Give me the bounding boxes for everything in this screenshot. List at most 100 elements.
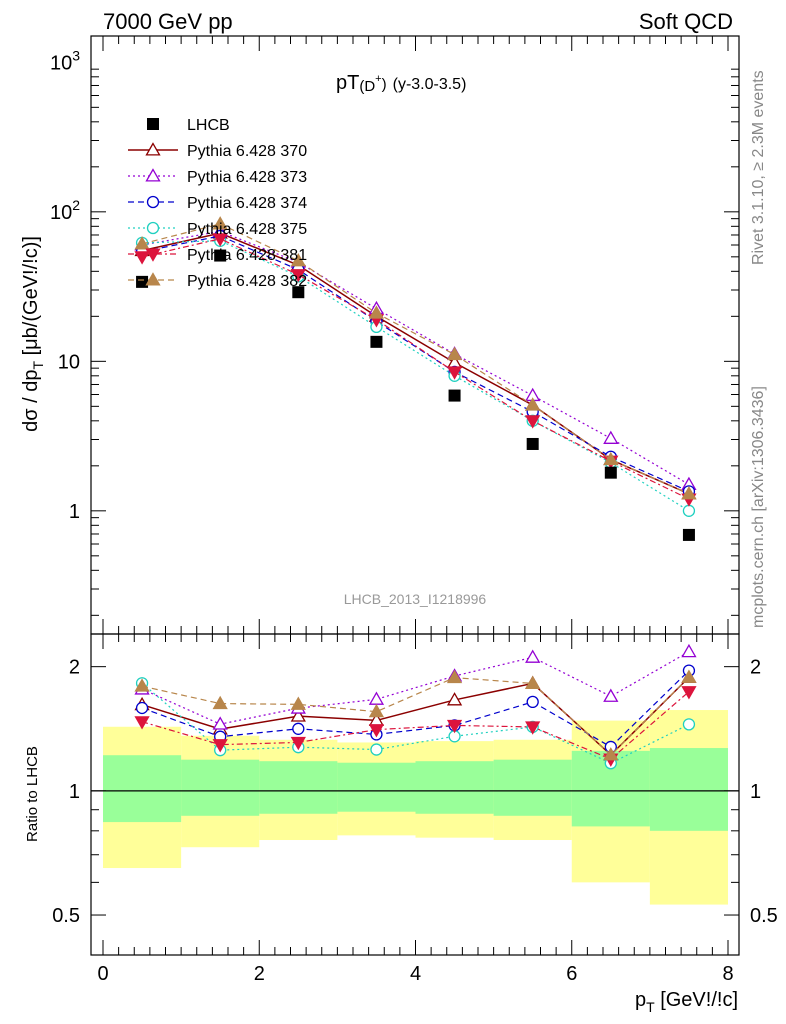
series-ratio-2: [134, 643, 697, 730]
legend-label: LHCB: [187, 117, 230, 134]
series-point: [368, 305, 385, 319]
legend-marker: [145, 142, 161, 156]
legend-label: Pythia 6.428 374: [187, 195, 307, 212]
main-plot-content: [134, 216, 697, 541]
ratio-point: [682, 718, 696, 731]
plot-title-range: (y-3.0-3.5): [393, 76, 467, 93]
analysis-label: LHCB_2013_I1218996: [344, 591, 487, 607]
ratio-line: [141, 676, 690, 756]
x-tick-label: 0: [97, 963, 108, 985]
ratio-point: [525, 675, 541, 689]
ratio-point: [368, 703, 385, 718]
ratio-point: [134, 716, 150, 730]
ratio-plot-content: [91, 643, 739, 905]
series-point: [446, 346, 463, 361]
series-point: [525, 397, 541, 411]
band-inner-bin: [415, 761, 494, 814]
ratio-point: [446, 669, 463, 684]
x-tick-label: 6: [566, 963, 577, 985]
y-tick-label: 1: [69, 501, 80, 523]
series-line: [141, 238, 690, 500]
plot-title-close: ): [382, 76, 387, 93]
ratio-tick-label: 1: [69, 781, 80, 803]
ratio-line: [141, 676, 690, 756]
main-y-axis-label-pre: dσ / dp: [20, 370, 42, 432]
ratio-tick-label-right: 2: [750, 657, 761, 679]
legend-entry: Pythia 6.428 373: [128, 168, 307, 186]
rivet-version-label: Rivet 3.1.10, ≥ 2.3M events: [750, 70, 767, 265]
band-inner-bin: [259, 761, 338, 814]
ratio-point: [603, 747, 619, 761]
ratio-point: [290, 736, 306, 751]
series-point: [603, 451, 619, 466]
legend-label: Pythia 6.428 375: [187, 221, 307, 238]
series-point: [603, 430, 619, 444]
ratio-y-axis-label: Ratio to LHCB: [24, 746, 41, 842]
band-inner-bin: [493, 759, 572, 816]
series-point: [682, 504, 696, 517]
ratio-line: [141, 670, 690, 748]
band-inner-bin: [649, 748, 728, 831]
plot-title-sub: (D: [359, 78, 375, 95]
legend-entry: Pythia 6.428 382: [128, 272, 307, 290]
x-axis-label: pT [GeV!/!c]: [635, 989, 738, 1015]
ratio-line: [141, 651, 690, 725]
ratio-point: [135, 701, 149, 715]
data-point: [448, 389, 461, 402]
x-axis-label-rest: [GeV!/!c]: [655, 989, 738, 1011]
series-line: [141, 223, 690, 495]
x-tick-label: 2: [254, 963, 265, 985]
ratio-point: [681, 643, 697, 658]
header-left-label: 7000 GeV pp: [103, 9, 233, 34]
ratio-tick-label: 0.5: [52, 905, 80, 927]
x-tick-label: 8: [722, 963, 733, 985]
y-tick-label: 10: [58, 351, 80, 373]
x-axis: 0 2 4 6 8: [97, 36, 734, 985]
series-point: [212, 216, 228, 230]
main-y-axis-label: dσ / dpT [μb/(GeV!/!c)]: [20, 236, 46, 432]
main-y-axis: 1 10 102 103: [50, 47, 739, 616]
legend-entry: Pythia 6.428 374: [128, 195, 307, 212]
header-right-label: Soft QCD: [639, 9, 733, 34]
ratio-point: [290, 708, 306, 722]
ratio-point: [446, 719, 463, 734]
ratio-point: [290, 696, 306, 710]
x-axis-label-sub: T: [646, 999, 655, 1015]
legend-marker: [146, 221, 160, 235]
y-tick-label: 103: [50, 47, 80, 74]
main-y-axis-label-sub: T: [30, 361, 46, 370]
ratio-point: [603, 688, 619, 702]
ratio-tick-label-right: 0.5: [750, 905, 778, 927]
ratio-line: [141, 682, 690, 764]
main-panel: 1 10 102 103 pT(D+) (y-3.0-3.5) LHCB_2013_I1…: [20, 35, 740, 635]
plot-title: pT(D+) (y-3.0-3.5): [336, 72, 466, 95]
band-inner-bin: [337, 762, 416, 812]
legend-entry: Pythia 6.428 381: [128, 247, 307, 264]
ratio-tick-label: 2: [69, 657, 80, 679]
legend-marker: [145, 168, 161, 182]
legend-label: Pythia 6.428 373: [187, 169, 307, 186]
legend-label: Pythia 6.428 370: [187, 143, 307, 160]
series-line: [141, 230, 690, 486]
mcplots-reference-label: mcplots.cern.ch [arXiv:1306.3436]: [750, 386, 767, 628]
series-point: [212, 233, 228, 247]
series-main-2: [134, 223, 697, 491]
x-tick-label: 4: [410, 963, 421, 985]
main-y-axis-label-post: [μb/(GeV!/!c)]: [20, 236, 42, 361]
ratio-tick-label-right: 1: [750, 781, 761, 803]
ratio-point: [134, 678, 150, 692]
series-point: [290, 269, 306, 283]
data-point: [604, 466, 617, 479]
ratio-point: [212, 739, 228, 753]
ratio-point: [526, 695, 539, 709]
legend-marker: [145, 248, 161, 262]
data-point: [292, 286, 305, 299]
ratio-point: [681, 669, 697, 683]
legend-entry: Pythia 6.428 370: [128, 142, 307, 160]
x-axis-label-main: p: [635, 989, 646, 1011]
data-series: [136, 249, 695, 541]
ratio-point: [212, 695, 228, 710]
plot-title-main: pT: [336, 72, 359, 94]
data-point: [136, 275, 149, 288]
